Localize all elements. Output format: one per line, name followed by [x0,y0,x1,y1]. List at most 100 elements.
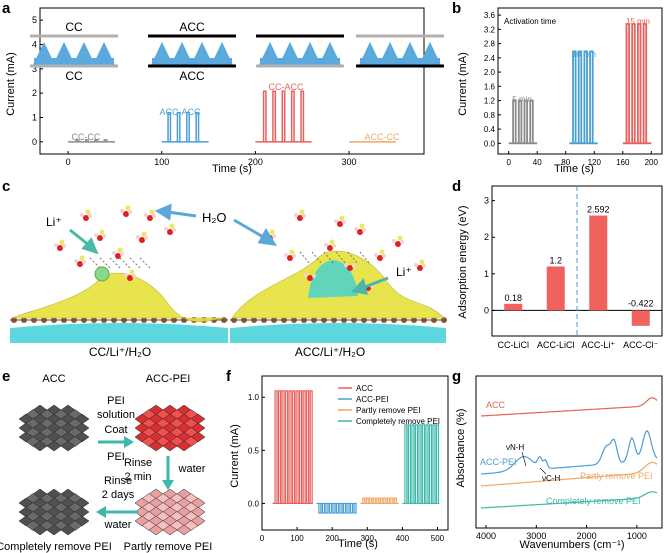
x-tick-label: 500 [431,534,445,543]
x-tick-label: 80 [561,158,570,167]
hydrogen-atom [334,219,338,223]
chart-b: Current (mA) Time (s) Activation time 0 4… [457,7,663,175]
bar-value-label: 2.592 [587,205,610,215]
hydrogen-atom [392,239,396,243]
hydrogen-atom [164,227,168,231]
legend-bottom-label: CC [65,69,83,83]
xlabel-f: Time (s) [338,538,378,550]
spectrum-line [480,461,658,487]
series-pulse [94,139,99,142]
oxygen-atom [337,221,343,227]
hydrogen-atom [332,244,336,248]
charge-lobe [125,205,131,211]
x-tick-label: 200 [248,157,263,167]
hydrogen-bond [299,251,311,265]
series-pulse [512,99,517,144]
oxygen-atom [327,245,333,251]
hydrogen-atom [302,214,306,218]
dft-illustration: H₂O Li⁺ Li⁺ CC/Li⁺/H₂O ACC/Li⁺/H₂O [10,203,447,359]
legend-bottom-label: ACC [179,69,205,83]
charge-lobe [299,209,305,215]
legend-label: ACC-PEI [356,395,388,404]
bar-value-label: -0.422 [628,298,654,308]
charge-lobe [85,209,91,215]
base-icon [34,58,114,64]
curve-label-acc-pei: ACC-PEI [480,457,517,467]
series-pulse [321,503,326,514]
y-tick-label: 0.5 [248,446,260,455]
series-pulse [103,139,108,142]
y-tick-label: 2.4 [484,54,496,63]
charge-lobe [419,259,425,265]
hydrogen-atom [304,273,308,277]
spectrum-line [480,491,658,509]
hydrogen-atom [102,234,106,238]
caption-cc: CC/Li⁺/H₂O [89,345,151,359]
charge-lobe [169,223,175,229]
fabric-cell [162,440,178,452]
y-tick-label: 3.2 [484,25,496,34]
series-pulse [425,424,429,504]
x-tick-label: 0 [506,158,511,167]
charge-lobe [329,239,335,245]
category-label: ACC-Li⁺ [581,340,615,350]
charge-lobe [339,215,345,221]
panel-label-e: e [2,368,11,385]
x-tick-label: 200 [326,534,340,543]
fabric-cell [148,524,164,536]
oxygen-atom [115,253,121,259]
x-tick-label: 1000 [627,531,647,541]
hydrogen-atom [120,252,124,256]
hydrogen-atom [292,254,296,258]
charge-lobe [289,249,295,255]
step2-line2: 2 min [125,471,152,483]
charge-lobe [117,247,123,253]
caption-acc: ACC/Li⁺/H₂O [295,345,365,359]
fabric-cell [32,524,48,536]
cc-structure [10,205,228,343]
panel-label-a: a [2,0,11,17]
fabric-icon [18,488,90,536]
hydrogen-atom [54,243,58,247]
process-schematic: ACC ACC-PEI Partly remove PEI Completely… [0,373,212,553]
charge-lobe [379,249,385,255]
charge-lobe [141,231,147,237]
series-pulse [642,23,648,144]
oxygen-atom [307,275,313,281]
series-pulse [432,424,436,504]
hydrogen-atom [112,251,116,255]
y-tick-label: 1 [32,113,37,123]
oxygen-atom [147,215,153,221]
ylabel-f: Current (mA) [229,424,241,488]
li-label-left: Li⁺ [46,215,62,229]
bar [504,303,523,311]
panel-label-c: c [2,178,11,195]
hydrogen-bond [347,251,359,265]
hydrogen-atom [272,234,276,238]
series-pulse [631,23,636,144]
x-tick-label: 400 [396,534,410,543]
y-tick-label: 0.8 [484,111,496,120]
fabric-cell [148,440,164,452]
base-icon [260,58,340,64]
hydrogen-atom [344,263,348,267]
oxygen-atom [97,235,103,241]
hydrogen-bond [139,257,151,269]
y-tick-label: 5 [32,15,37,25]
series-pulse [407,424,411,504]
hydrogen-atom [172,228,176,232]
series-pulse [418,424,422,504]
series-pulse [291,390,296,504]
curve-label-partly: Partly remove PEI [580,471,653,481]
series-pulse [379,497,383,504]
y-tick-label: 3.6 [484,11,496,20]
y-tick-label: 1.2 [484,97,496,106]
hydrogen-atom [354,227,358,231]
hydrogen-atom [362,228,366,232]
arrow-down-icon [162,456,174,490]
charge-depletion [308,260,358,298]
plot-frame [497,7,663,155]
annotation-b: Activation time [504,17,557,26]
step2-line1: Rinse [124,457,152,469]
oxygen-atom [297,215,303,221]
